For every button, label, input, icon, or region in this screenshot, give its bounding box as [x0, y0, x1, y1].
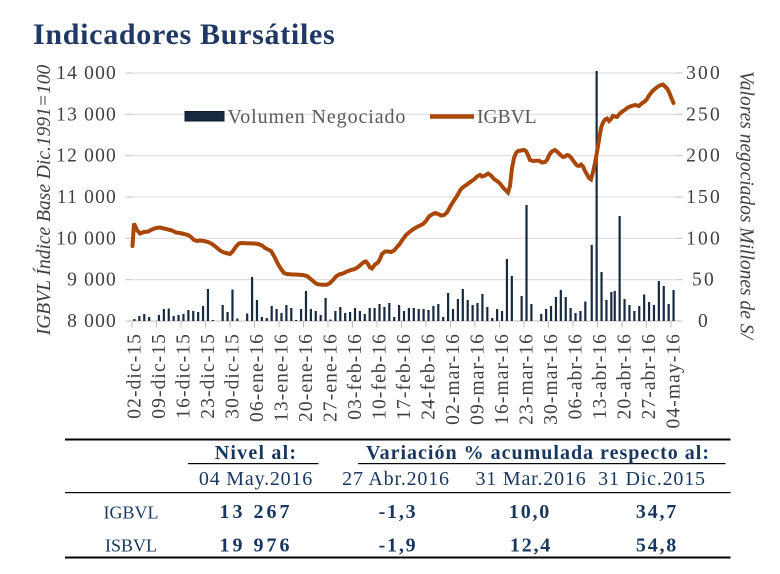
svg-text:02-dic-15: 02-dic-15	[125, 333, 146, 419]
svg-text:23-mar-16: 23-mar-16	[517, 333, 538, 425]
svg-text:31 Mar.2016: 31 Mar.2016	[475, 468, 586, 490]
svg-text:02-mar-16: 02-mar-16	[443, 333, 464, 425]
svg-text:12,4: 12,4	[510, 535, 552, 557]
svg-text:Valores negociados Millones de: Valores negociados Millones de S/	[736, 71, 757, 340]
svg-text:200: 200	[686, 146, 722, 167]
svg-text:Nivel al:: Nivel al:	[215, 442, 297, 464]
svg-text:23-dic-15: 23-dic-15	[198, 333, 219, 419]
svg-text:20-ene-16: 20-ene-16	[296, 333, 317, 422]
svg-text:IGBVL Índice Base Dic.1991=100: IGBVL Índice Base Dic.1991=100	[33, 64, 55, 336]
svg-text:31 Dic.2015: 31 Dic.2015	[598, 468, 706, 490]
svg-text:300: 300	[686, 63, 722, 84]
svg-text:ISBVL: ISBVL	[105, 536, 157, 556]
svg-text:16-mar-16: 16-mar-16	[492, 333, 513, 425]
svg-text:100: 100	[686, 228, 722, 249]
svg-text:-1,3: -1,3	[379, 501, 418, 523]
svg-text:10-feb-16: 10-feb-16	[370, 333, 391, 420]
svg-text:50: 50	[692, 270, 716, 291]
svg-text:8 000: 8 000	[67, 311, 117, 332]
svg-text:13 267: 13 267	[220, 501, 293, 523]
svg-text:04 May.2016: 04 May.2016	[199, 468, 313, 490]
svg-text:IGBVL: IGBVL	[104, 503, 159, 523]
svg-text:250: 250	[686, 104, 722, 125]
svg-text:14 000: 14 000	[56, 63, 117, 84]
svg-text:06-abr-16: 06-abr-16	[566, 333, 587, 419]
svg-text:27-abr-16: 27-abr-16	[639, 333, 660, 419]
svg-text:16-dic-15: 16-dic-15	[174, 333, 195, 419]
svg-text:-1,9: -1,9	[379, 535, 418, 557]
svg-text:19 976: 19 976	[220, 535, 293, 557]
svg-text:27 Abr.2016: 27 Abr.2016	[342, 468, 450, 490]
svg-text:11 000: 11 000	[57, 187, 117, 208]
svg-text:54,8: 54,8	[636, 535, 678, 557]
svg-text:9 000: 9 000	[67, 270, 117, 291]
svg-text:03-feb-16: 03-feb-16	[345, 333, 366, 420]
svg-text:IGBVL: IGBVL	[477, 107, 537, 128]
svg-text:10,0: 10,0	[509, 501, 551, 523]
svg-text:27-ene-16: 27-ene-16	[321, 333, 342, 422]
svg-text:13-ene-16: 13-ene-16	[272, 333, 293, 422]
svg-text:30-mar-16: 30-mar-16	[541, 333, 562, 425]
svg-text:04-may-16: 04-may-16	[664, 333, 685, 428]
svg-text:09-mar-16: 09-mar-16	[468, 333, 489, 425]
svg-text:0: 0	[698, 311, 710, 332]
svg-text:10 000: 10 000	[56, 228, 117, 249]
svg-text:13 000: 13 000	[56, 104, 117, 125]
svg-text:06-ene-16: 06-ene-16	[247, 333, 268, 422]
svg-text:34,7: 34,7	[636, 501, 678, 523]
svg-text:12 000: 12 000	[56, 146, 117, 167]
svg-text:09-dic-15: 09-dic-15	[149, 333, 170, 419]
svg-text:Variación % acumulada respecto: Variación % acumulada respecto al:	[366, 442, 710, 464]
svg-text:150: 150	[686, 187, 722, 208]
svg-text:Volumen Negociado: Volumen Negociado	[228, 106, 407, 128]
svg-text:Indicadores Bursátiles: Indicadores Bursátiles	[33, 18, 335, 51]
svg-text:20-abr-16: 20-abr-16	[615, 333, 636, 419]
svg-text:17-feb-16: 17-feb-16	[394, 333, 415, 420]
svg-text:24-feb-16: 24-feb-16	[419, 333, 440, 420]
svg-text:13-abr-16: 13-abr-16	[590, 333, 611, 419]
svg-text:30-dic-15: 30-dic-15	[223, 333, 244, 419]
